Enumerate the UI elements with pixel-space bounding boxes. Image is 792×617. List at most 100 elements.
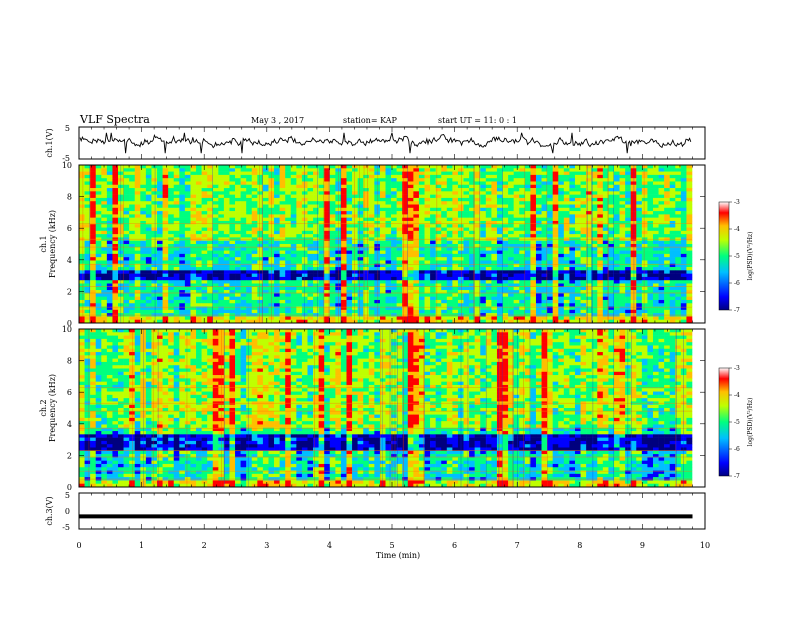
spectrogram-cell [229,165,236,169]
spectrogram-cell [652,306,659,311]
spectrogram-cell [307,201,314,205]
spectrogram-cell [535,214,542,218]
spectrogram-cell [212,188,219,192]
spectrogram-cell [123,303,130,307]
spectrogram-cell [90,309,97,314]
spectrogram-cell [368,197,375,202]
spectrogram-cell [675,191,682,195]
spectrogram-cell [547,260,553,265]
spectrogram-cell [257,306,264,311]
spectrogram-cell [469,207,475,212]
spectrogram-cell [262,280,269,284]
spectrogram-cell [502,247,509,251]
spectrogram-cell [485,267,492,271]
spectrogram-cell [480,253,487,258]
spectrogram-cell [346,244,353,248]
spectrogram-cell [168,197,175,202]
spectrogram-cell [385,286,392,291]
spectrogram-cell [162,263,169,268]
spectrogram-cell [301,217,308,222]
spectrogram-cell [129,214,136,218]
spectrogram-cell [675,224,682,228]
spectrogram-cell [279,234,286,238]
spectrogram-cell [613,197,620,202]
spectrogram-cell [502,293,509,297]
spectrogram-cell [457,244,464,248]
spectrogram-cell [251,280,258,284]
spectrogram-cell [101,290,108,294]
spectrogram-cell [496,191,503,195]
spectrogram-cell [480,211,487,215]
spectrogram-cell [79,263,85,268]
spectrogram-cell [134,224,141,228]
spectrogram-cell [129,253,136,258]
spectrogram-cell [586,188,592,192]
spectrogram-cell [407,273,414,278]
spectrogram-cell [619,194,626,199]
spectrogram-cell [457,267,464,271]
spectrogram-cell [106,299,113,304]
spectrogram-cell [469,267,475,271]
spectrogram-cell [129,211,136,215]
spectrogram-cell [547,220,553,225]
spectrogram-cell [530,220,537,225]
spectrogram-cell [251,207,258,212]
spectrogram-cell [552,188,559,192]
spectrogram-cell [519,303,526,307]
spectrogram-cell [84,181,91,186]
spectrogram-cell [569,253,576,258]
spectrogram-cell [413,253,420,258]
spectrogram-cell [324,250,331,255]
spectrogram-cell [535,168,542,172]
spectrogram-cell [463,197,470,202]
spectrogram-cell [84,247,91,251]
spectrogram-cell [207,178,214,182]
spectrogram-cell [251,309,258,314]
spectrogram-cell [379,207,386,212]
spectrogram-cell [491,197,498,202]
spectrogram-cell [541,234,548,238]
spectrogram-cell [508,309,514,314]
spectrogram-cell [279,220,286,225]
spectrogram-cell [340,204,347,209]
spectrogram-cell [118,204,124,209]
spectrogram-cell [184,174,191,179]
spectrogram-cell [112,181,119,186]
spectrogram-cell [279,247,286,251]
spectrogram-cell [151,299,158,304]
spectrogram-cell [212,201,219,205]
spectrogram-cell [580,250,587,255]
spectrogram-cell [84,240,91,245]
spectrogram-cell [251,250,258,255]
spectrogram-cell [285,263,292,268]
spectrogram-cell [335,234,342,238]
spectrogram-cell [597,250,604,255]
spectrogram-cell [391,240,397,245]
spectrogram-cell [145,220,152,225]
spectrogram-cell [229,230,236,235]
spectrogram-cell [251,286,258,291]
spectrogram-cell [90,270,97,274]
spectrogram-cell [106,201,113,205]
spectrogram-cell [301,184,308,189]
spectrogram-cell [352,299,358,304]
spectrogram-cell [680,204,687,209]
spectrogram-cell [157,253,163,258]
spectrogram-cell [346,286,353,291]
spectrogram-cell [123,270,130,274]
spectrogram-cell [535,211,542,215]
spectrogram-cell [290,303,297,307]
spectrogram-cell [680,184,687,189]
spectrogram-cell [246,227,253,232]
spectrogram-cell [541,253,548,258]
spectrogram-cell [385,247,392,251]
spectrogram-cell [162,293,169,297]
spectrogram-cell [363,260,370,265]
spectrogram-cell [491,214,498,218]
spectrogram-cell [223,273,230,278]
spectrogram-cell [435,171,442,176]
spectrogram-cell [452,283,459,288]
spectrogram-cell [201,214,208,218]
spectrogram-cell [374,303,381,307]
spectrogram-cell [145,197,152,202]
